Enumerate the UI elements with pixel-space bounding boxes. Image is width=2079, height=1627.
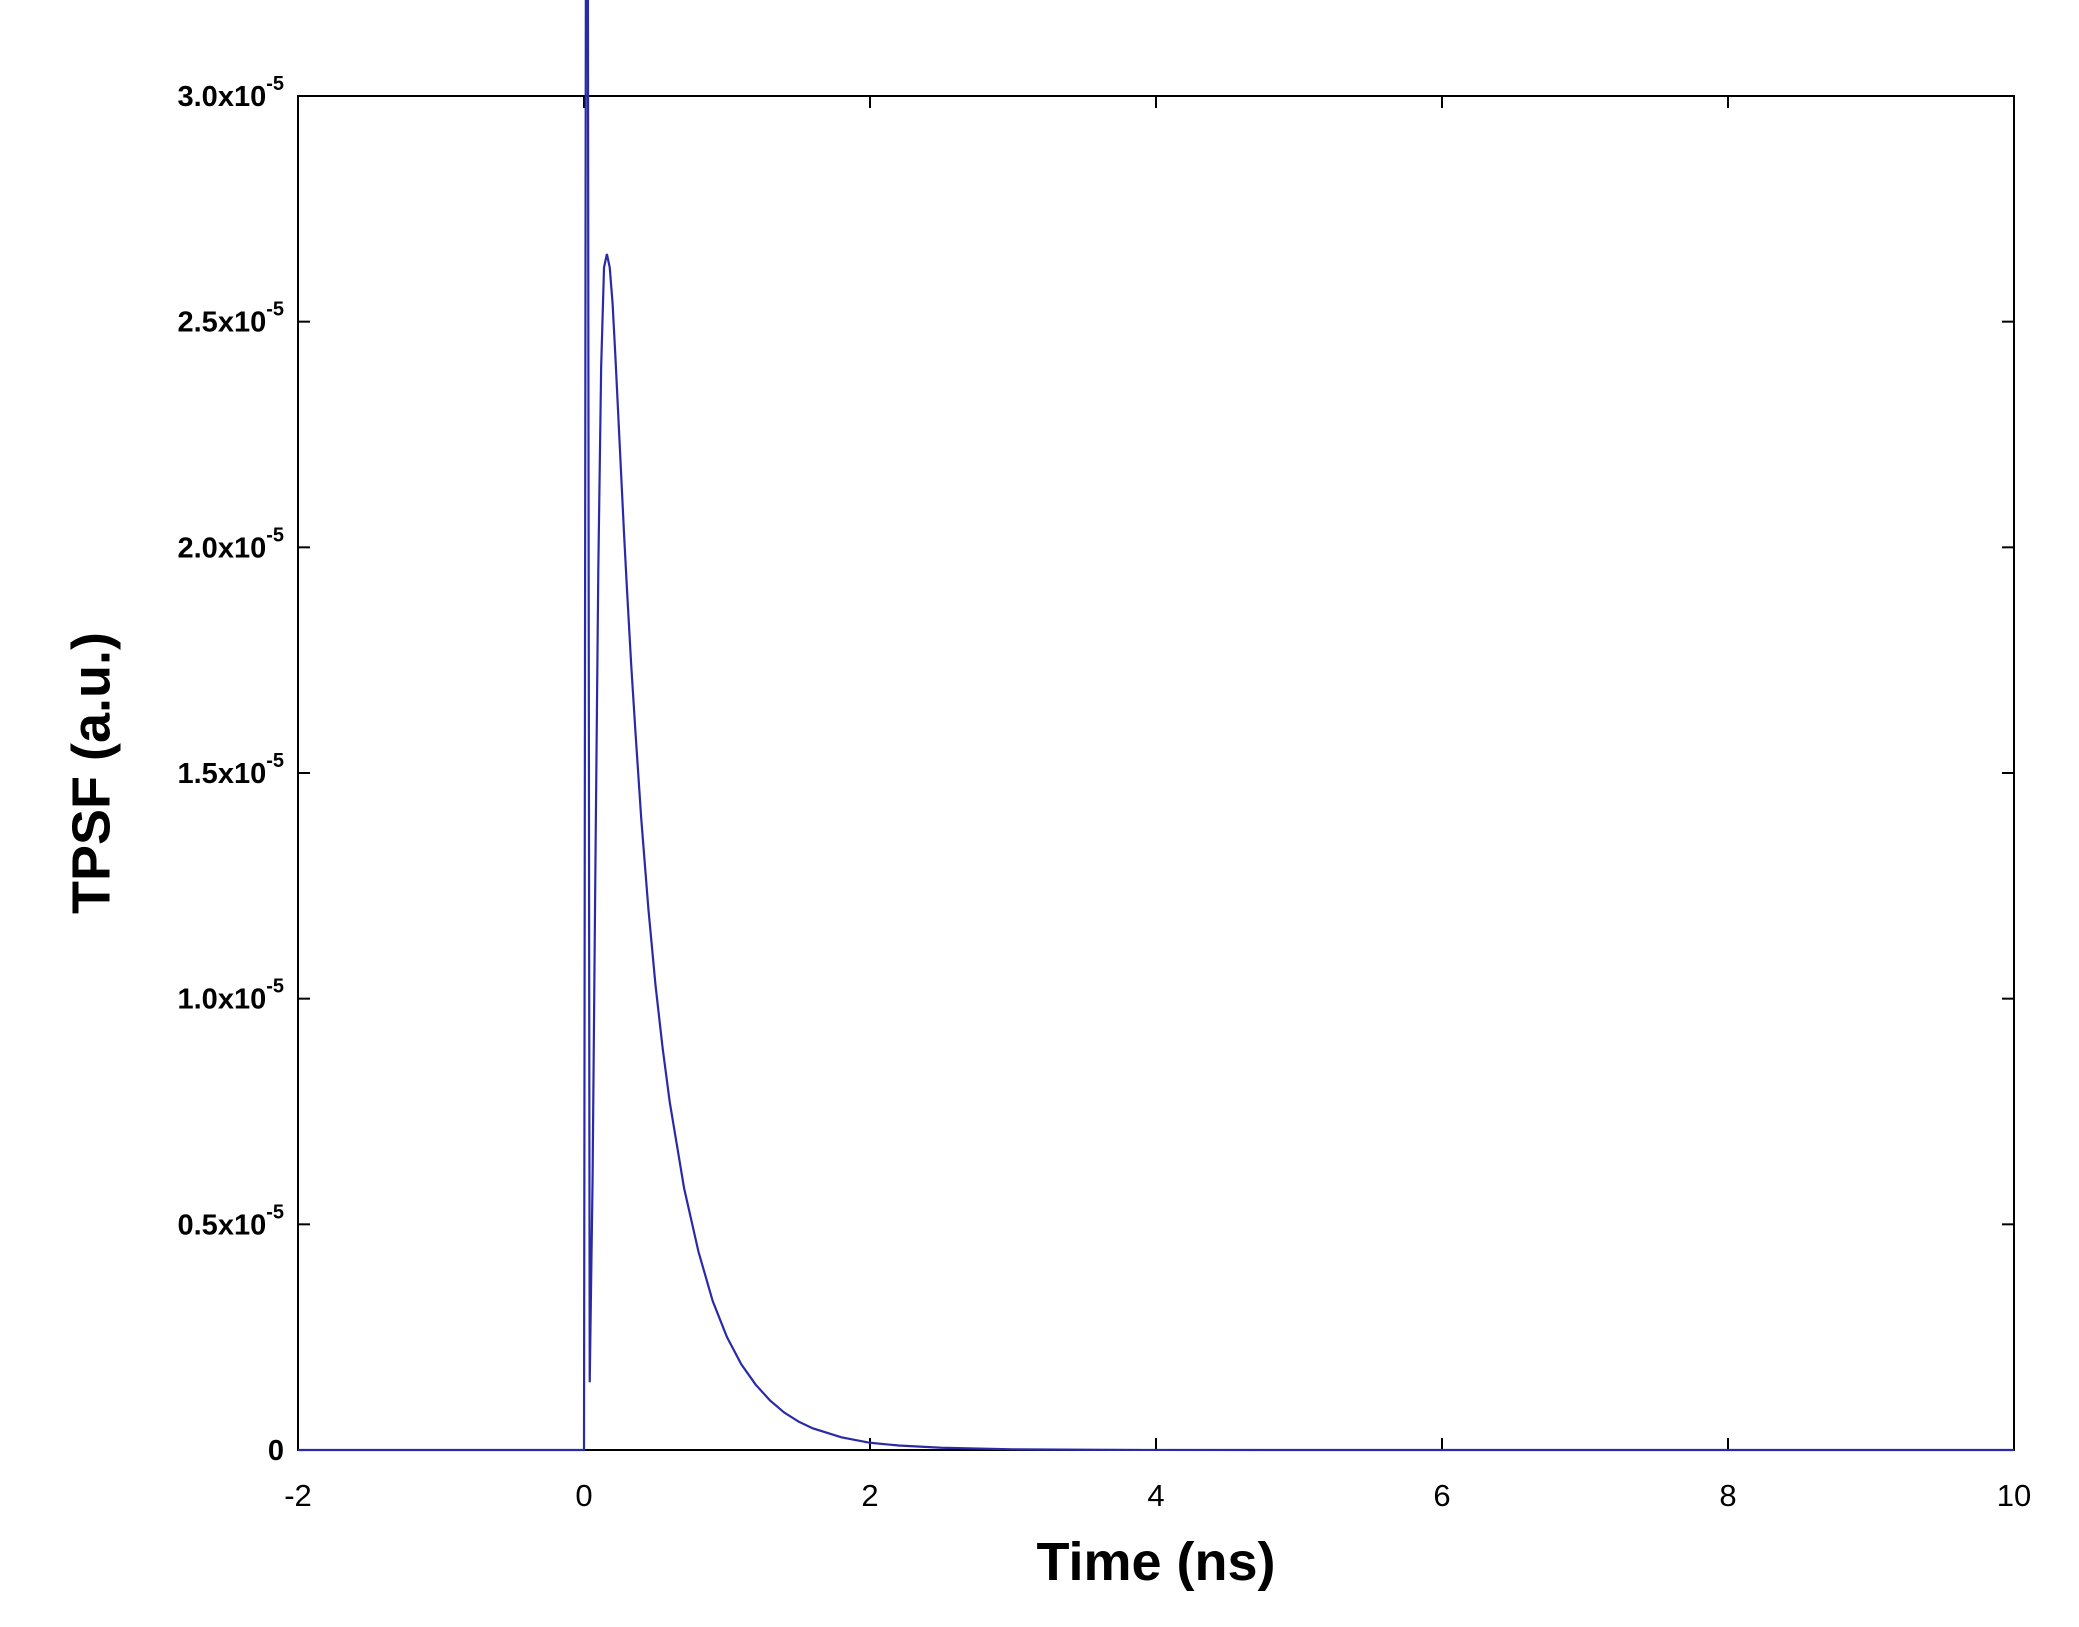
y-tick-label: 2.0x10-5 <box>178 524 285 564</box>
x-tick-label: 0 <box>575 1478 592 1513</box>
tick-marks <box>297 95 2015 1451</box>
y-tick-label: 0 <box>268 1435 284 1467</box>
y-tick-label-base: 2.5x10 <box>178 307 267 339</box>
x-tick-label: 6 <box>1433 1478 1450 1513</box>
x-tick-label: 4 <box>1147 1478 1164 1513</box>
y-tick-label-exponent: -5 <box>266 1201 284 1223</box>
y-tick-label-exponent: -5 <box>266 73 284 95</box>
y-tick-label-base: 1.0x10 <box>178 984 267 1016</box>
y-tick-label-base: 0.5x10 <box>178 1209 267 1241</box>
x-tick-label: 2 <box>861 1478 878 1513</box>
y-tick-label: 2.5x10-5 <box>178 299 285 339</box>
y-tick-label: 1.5x10-5 <box>178 750 285 790</box>
y-tick-label-exponent: -5 <box>266 976 284 998</box>
y-tick-label-base: 2.0x10 <box>178 532 267 564</box>
x-axis-label: Time (ns) <box>1036 1532 1275 1592</box>
y-tick-label-exponent: -5 <box>266 299 284 321</box>
x-tick-label: 10 <box>1997 1478 2031 1513</box>
y-tick-labels: 00.5x10-51.0x10-51.5x10-52.0x10-52.5x10-… <box>178 73 285 1467</box>
plot-frame <box>297 95 2015 1451</box>
y-tick-label-exponent: -5 <box>266 750 284 772</box>
y-tick-label-base: 1.5x10 <box>178 758 267 790</box>
y-tick-label: 1.0x10-5 <box>178 976 285 1016</box>
x-tick-labels: -2 0 2 4 6 8 10 <box>284 1478 2031 1513</box>
y-axis-label: TPSF (a.u.) <box>61 632 121 914</box>
y-tick-label-base: 3.0x10 <box>178 81 267 113</box>
tpsf-series-line <box>298 0 2014 1452</box>
y-tick-label: 0.5x10-5 <box>178 1201 285 1241</box>
y-tick-label: 3.0x10-5 <box>178 73 285 113</box>
x-tick-label: -2 <box>284 1478 312 1513</box>
y-tick-label-base: 0 <box>268 1435 284 1467</box>
y-tick-label-exponent: -5 <box>266 524 284 546</box>
x-tick-label: 8 <box>1719 1478 1736 1513</box>
